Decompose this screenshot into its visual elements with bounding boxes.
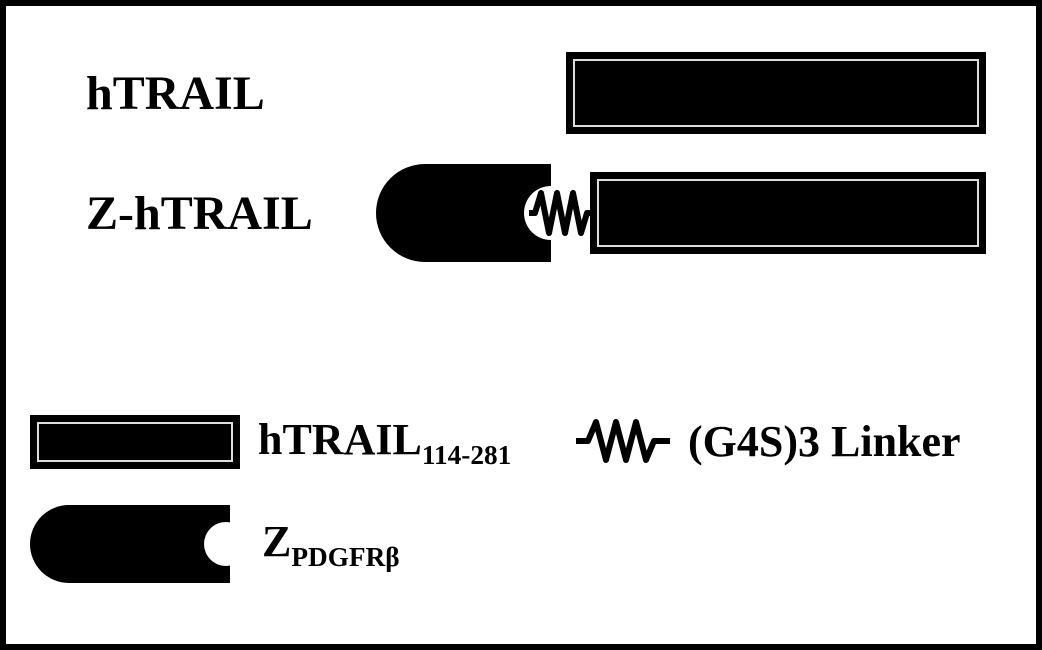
legend-bar-label-main: hTRAIL	[258, 415, 422, 464]
legend-bar-label: hTRAIL114-281	[258, 414, 511, 471]
legend-row-linker: (G4S)3 Linker	[576, 414, 961, 468]
linker-icon	[529, 187, 597, 239]
legend-row-bar: hTRAIL114-281	[30, 414, 511, 471]
legend-z-label: ZPDGFRβ	[262, 516, 400, 573]
label-z-htrail: Z-hTRAIL	[86, 186, 313, 241]
construct-row-htrail: hTRAIL	[6, 44, 1036, 142]
legend-z-label-sub: PDGFRβ	[291, 541, 399, 571]
label-htrail: hTRAIL	[86, 66, 265, 121]
legend-z-notch	[204, 522, 248, 566]
legend-z-shape	[30, 505, 230, 583]
legend-bar-label-sub: 114-281	[422, 440, 511, 470]
bar-htrail	[566, 52, 986, 134]
legend-z-label-main: Z	[262, 517, 291, 566]
legend-row-z: ZPDGFRβ	[30, 504, 400, 584]
legend-bar-shape	[30, 415, 240, 469]
legend-linker-icon	[576, 416, 670, 466]
legend-linker-label: (G4S)3 Linker	[688, 416, 961, 467]
construct-row-z-htrail: Z-hTRAIL /* per-instance notch size via …	[6, 158, 1036, 268]
bar-z-htrail	[590, 172, 986, 254]
